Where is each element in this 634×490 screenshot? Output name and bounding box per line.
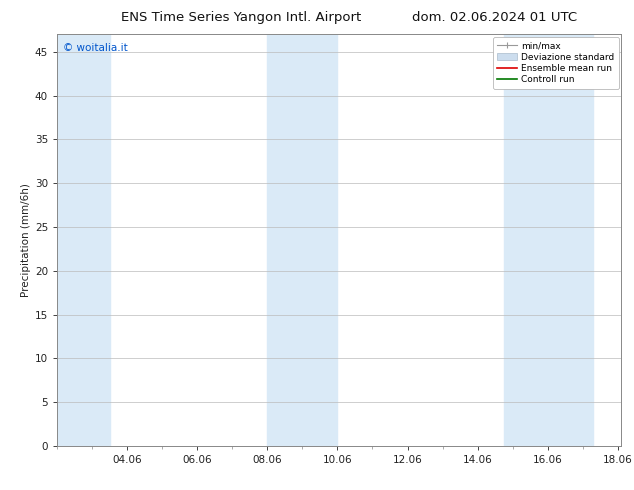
Legend: min/max, Deviazione standard, Ensemble mean run, Controll run: min/max, Deviazione standard, Ensemble m…: [493, 37, 619, 89]
Bar: [504, 34, 593, 446]
Y-axis label: Precipitation (mm/6h): Precipitation (mm/6h): [21, 183, 30, 297]
Text: © woitalia.it: © woitalia.it: [63, 43, 127, 52]
Bar: [268, 34, 337, 446]
Text: dom. 02.06.2024 01 UTC: dom. 02.06.2024 01 UTC: [412, 11, 577, 24]
Text: ENS Time Series Yangon Intl. Airport: ENS Time Series Yangon Intl. Airport: [121, 11, 361, 24]
Bar: [57, 34, 110, 446]
